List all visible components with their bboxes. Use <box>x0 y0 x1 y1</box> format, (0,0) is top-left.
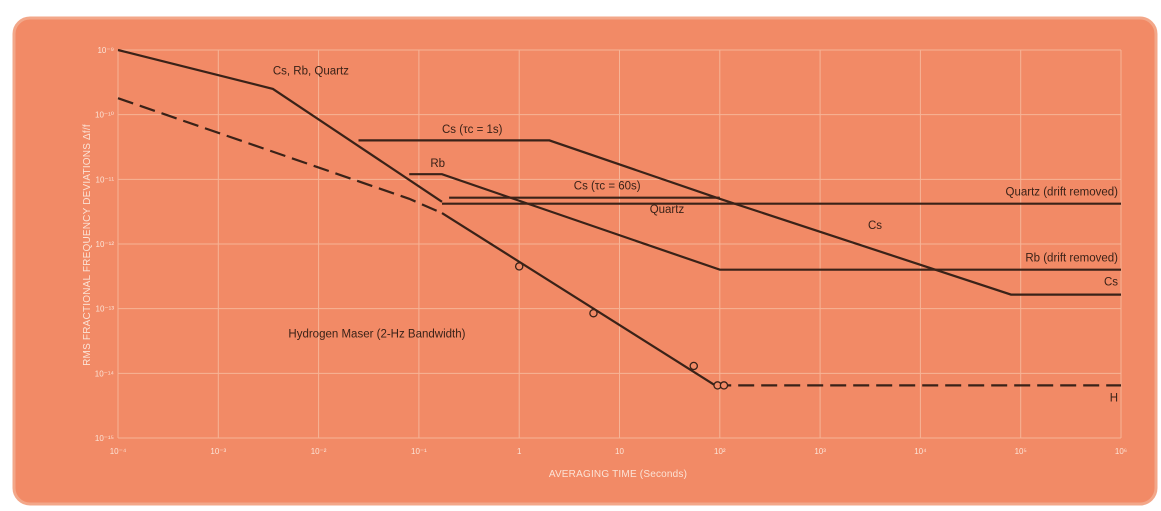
y-tick-label: 10⁻¹¹ <box>96 175 115 184</box>
x-tick-label: 10 <box>615 447 624 456</box>
data-point-marker <box>689 361 699 371</box>
x-tick-labels: 10⁻⁴ 10⁻³ 10⁻² 10⁻¹ 1 10 10² 10³ 10⁴ 10⁵ 10⁶ <box>110 447 1127 456</box>
annotation-cs-right: Cs <box>1104 276 1118 288</box>
series-line <box>441 212 716 387</box>
annotation-rb: Rb <box>430 158 445 170</box>
annotation-cs-60s: Cs (τc = 60s) <box>574 180 641 192</box>
y-tick-label: 10⁻¹⁰ <box>95 111 114 120</box>
annotation-layer: Cs, Rb, Quartz Cs (τc = 1s) Rb Cs (τc = 60s… <box>273 65 1118 404</box>
annotation-hmaser: Hydrogen Maser (2-Hz Bandwidth) <box>288 328 465 340</box>
y-tick-label: 10⁻⁹ <box>97 46 114 55</box>
x-tick-label: 1 <box>517 447 522 456</box>
annotation-rb-drift: Rb (drift removed) <box>1025 252 1118 264</box>
x-tick-label: 10⁻³ <box>210 447 226 456</box>
series-line <box>117 97 443 215</box>
series-line <box>117 48 443 203</box>
annotation-quartz-drift: Quartz (drift removed) <box>1006 187 1119 199</box>
y-tick-label: 10⁻¹⁴ <box>95 369 115 378</box>
series-layer <box>117 48 1121 387</box>
y-axis-label: RMS FRACTIONAL FREQUENCY DEVIATIONS Δf/f <box>82 124 93 366</box>
annotation-cs-mid: Cs <box>868 220 882 232</box>
x-tick-label: 10⁻¹ <box>411 447 427 456</box>
grid <box>117 49 1122 439</box>
x-tick-label: 10⁶ <box>1115 447 1127 456</box>
y-tick-label: 10⁻¹⁵ <box>95 434 114 443</box>
y-tick-labels: 10⁻⁹ 10⁻¹⁰ 10⁻¹¹ 10⁻¹² 10⁻¹³ 10⁻¹⁴ 10⁻¹⁵ <box>95 46 115 443</box>
annotation-cs-1s: Cs (τc = 1s) <box>442 124 503 136</box>
x-tick-label: 10² <box>714 447 726 456</box>
y-tick-label: 10⁻¹³ <box>96 305 115 314</box>
chart-panel <box>12 16 1158 506</box>
x-axis-label: AVERAGING TIME (Seconds) <box>549 469 687 480</box>
marker-layer <box>514 262 729 390</box>
x-tick-label: 10⁻² <box>311 447 327 456</box>
series-line <box>409 173 1121 271</box>
x-tick-label: 10⁵ <box>1015 447 1027 456</box>
annotation-quartz: Quartz <box>650 204 685 216</box>
data-point-marker <box>719 381 729 390</box>
x-tick-label: 10⁻⁴ <box>110 447 127 456</box>
annotation-h: H <box>1110 392 1118 404</box>
data-point-marker <box>514 262 524 271</box>
data-point-marker <box>589 308 598 318</box>
series-line <box>358 139 1121 296</box>
x-tick-label: 10⁴ <box>914 447 927 456</box>
annotation-cs-rb-quartz: Cs, Rb, Quartz <box>273 65 349 77</box>
x-tick-label: 10³ <box>814 447 826 456</box>
y-tick-label: 10⁻¹² <box>96 240 115 249</box>
